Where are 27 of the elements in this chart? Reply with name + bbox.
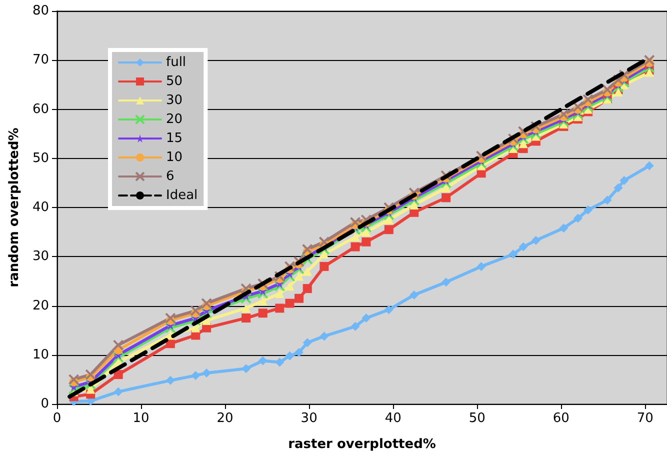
legend-label: 30 xyxy=(166,93,183,108)
legend-label: full xyxy=(166,55,186,70)
y-tick-label: 80 xyxy=(32,4,49,18)
x-tick-label: 0 xyxy=(52,411,62,426)
x-tick-label: 50 xyxy=(468,411,486,426)
x-tick-label: 40 xyxy=(384,411,402,426)
x-tick-label: 10 xyxy=(132,411,150,426)
legend-label: 10 xyxy=(166,150,183,165)
x-tick-label: 60 xyxy=(552,411,570,426)
y-tick-label: 20 xyxy=(32,298,49,314)
y-tick-label: 10 xyxy=(32,347,49,362)
x-axis-title: raster overplotted% xyxy=(288,437,436,452)
legend-label: 50 xyxy=(166,74,183,89)
legend-label: 6 xyxy=(166,169,174,184)
y-tick-label: 0 xyxy=(40,396,49,412)
x-tick-label: 20 xyxy=(216,411,234,426)
x-tick-label: 70 xyxy=(636,411,654,426)
legend-label: Ideal xyxy=(166,188,198,203)
y-tick-label: 50 xyxy=(32,150,49,166)
x-tick-label: 30 xyxy=(300,411,318,426)
y-tick-label: 40 xyxy=(32,200,49,215)
y-tick-label: 30 xyxy=(32,249,49,264)
legend-label: 20 xyxy=(166,112,183,127)
y-axis-title: random overplotted% xyxy=(7,128,22,288)
y-tick-label: 60 xyxy=(32,102,49,117)
y-tick-label: 70 xyxy=(32,52,49,68)
legend-label: 15 xyxy=(166,131,183,146)
